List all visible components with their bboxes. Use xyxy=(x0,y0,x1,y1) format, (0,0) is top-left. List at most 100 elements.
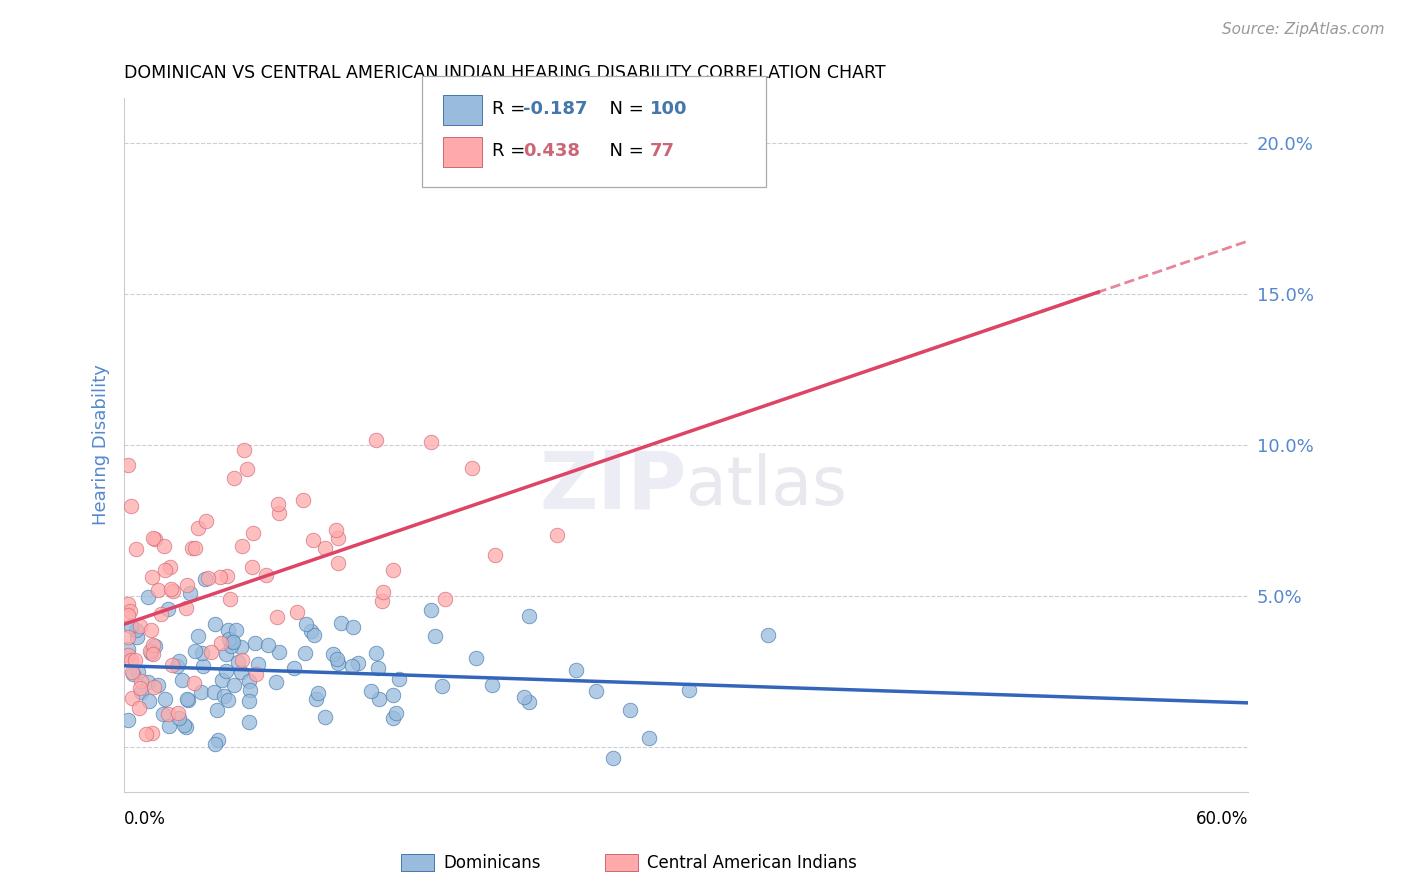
Point xyxy=(266,610,288,624)
Point xyxy=(204,737,226,751)
Point xyxy=(142,638,165,652)
Point xyxy=(219,639,242,653)
Point xyxy=(222,635,245,649)
Point xyxy=(146,678,169,692)
Point xyxy=(347,656,370,670)
Point xyxy=(638,731,661,745)
Y-axis label: Hearing Disability: Hearing Disability xyxy=(93,364,110,525)
Point xyxy=(322,647,344,661)
Point xyxy=(326,531,349,545)
Point xyxy=(285,605,308,619)
Point xyxy=(420,435,443,450)
Point xyxy=(143,639,166,653)
Point xyxy=(305,692,328,706)
Point xyxy=(197,571,219,585)
Point xyxy=(364,646,387,660)
Point xyxy=(381,563,404,577)
Point xyxy=(159,559,181,574)
Text: DOMINICAN VS CENTRAL AMERICAN INDIAN HEARING DISABILITY CORRELATION CHART: DOMINICAN VS CENTRAL AMERICAN INDIAN HEA… xyxy=(124,64,886,82)
Point xyxy=(157,719,180,733)
Point xyxy=(215,647,238,661)
Point xyxy=(200,645,222,659)
Text: Source: ZipAtlas.com: Source: ZipAtlas.com xyxy=(1222,22,1385,37)
Point xyxy=(142,647,165,661)
Text: Dominicans: Dominicans xyxy=(443,854,540,871)
Point xyxy=(143,680,166,694)
Point xyxy=(187,521,209,535)
Point xyxy=(229,665,252,679)
Point xyxy=(254,568,277,582)
Point xyxy=(153,539,176,553)
Point xyxy=(302,533,325,547)
Point xyxy=(121,665,143,679)
Text: R =: R = xyxy=(492,142,531,160)
Point xyxy=(195,514,218,528)
Text: atlas: atlas xyxy=(686,453,848,519)
Point xyxy=(141,569,163,583)
Point xyxy=(135,727,157,741)
Point xyxy=(162,584,184,599)
Point xyxy=(191,659,214,673)
Point xyxy=(283,661,305,675)
Point xyxy=(602,750,624,764)
Point xyxy=(215,569,238,583)
Point xyxy=(564,663,586,677)
Point xyxy=(367,661,389,675)
Point xyxy=(184,643,207,657)
Point xyxy=(152,706,174,721)
Point xyxy=(129,685,152,699)
Point xyxy=(125,541,148,556)
Point xyxy=(238,714,260,729)
Point xyxy=(238,694,260,708)
Point xyxy=(187,629,209,643)
Point xyxy=(314,541,336,555)
Text: ZIP: ZIP xyxy=(538,448,686,525)
Point xyxy=(247,657,270,671)
Point xyxy=(139,646,162,660)
Point xyxy=(299,624,322,638)
Point xyxy=(139,624,162,638)
Point xyxy=(120,652,142,666)
Point xyxy=(125,623,148,637)
Point xyxy=(122,667,145,681)
Point xyxy=(328,656,350,670)
Point xyxy=(464,651,486,665)
Point xyxy=(124,653,146,667)
Point xyxy=(385,706,408,721)
Point xyxy=(146,582,169,597)
Point xyxy=(432,680,454,694)
Point xyxy=(292,493,315,508)
Point xyxy=(117,648,139,663)
Point xyxy=(184,541,207,555)
Point xyxy=(120,619,142,633)
Point xyxy=(128,701,150,715)
Text: Central American Indians: Central American Indians xyxy=(647,854,856,871)
Point xyxy=(585,684,607,698)
Point xyxy=(117,607,139,622)
Point xyxy=(368,692,391,706)
Point xyxy=(191,646,214,660)
Text: R =: R = xyxy=(492,100,531,118)
Point xyxy=(330,615,353,630)
Point xyxy=(207,732,229,747)
Point xyxy=(121,691,143,706)
Point xyxy=(328,556,350,570)
Point xyxy=(235,462,257,476)
Point xyxy=(162,658,184,673)
Point xyxy=(519,695,541,709)
Text: 100: 100 xyxy=(650,100,688,118)
Point xyxy=(214,689,236,703)
Point xyxy=(434,591,457,606)
Point xyxy=(167,711,190,725)
Point xyxy=(204,617,226,632)
Point xyxy=(153,692,176,706)
Point xyxy=(170,673,193,687)
Point xyxy=(245,666,267,681)
Point xyxy=(238,683,260,698)
Point xyxy=(484,548,506,562)
Point xyxy=(194,572,217,586)
Point xyxy=(136,590,159,604)
Point xyxy=(381,688,404,702)
Point xyxy=(461,460,484,475)
Point xyxy=(364,434,387,448)
